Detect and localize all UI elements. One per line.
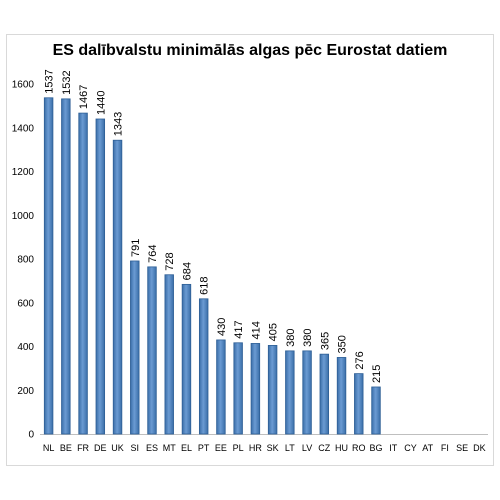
y-tick-label: 1600 [12,80,35,91]
bars [43,97,381,435]
category-label: SE [456,443,468,453]
category-label: RO [352,443,366,453]
chart-frame [6,34,494,466]
category-label: LV [302,443,312,453]
category-label: DK [473,443,486,453]
data-label: 791 [130,239,142,257]
category-label: EE [215,443,227,453]
y-tick-label: 0 [28,430,34,441]
category-label: LT [285,443,295,453]
data-label: 414 [250,321,262,339]
bar [354,373,364,435]
category-label: HR [249,443,262,453]
category-label: SK [267,443,279,453]
data-label: 350 [337,335,349,353]
y-tick-label: 200 [17,386,34,397]
data-label: 276 [354,351,366,369]
bar [371,386,381,435]
category-label: MT [163,443,176,453]
category-label: FR [77,443,89,453]
y-tick-label: 1000 [12,211,35,222]
data-label: 405 [268,323,280,341]
data-label: 1467 [78,85,90,109]
data-label: 1343 [113,112,125,136]
bar [78,112,88,435]
bar [216,339,226,435]
bar [267,345,278,435]
bar [336,357,347,435]
y-tick-label: 1400 [12,123,35,134]
category-label: BE [60,443,72,453]
chart-title: ES dalībvalstu minimālās algas pēc Euros… [52,42,448,59]
y-axis-ticks: 0 200 400 600 800 1000 1200 1400 1600 [12,80,35,441]
data-label: 430 [216,318,228,336]
bar [147,266,157,435]
y-tick-label: 800 [17,255,34,266]
data-label: 618 [199,276,211,294]
data-label: 1537 [44,69,56,93]
data-labels: 1537 1532 1467 1440 1343 791 764 728 684 618 430 41… [44,69,383,383]
data-label: 215 [371,365,383,383]
data-label: 684 [181,262,193,280]
category-label: ES [146,443,158,453]
category-label: CY [404,443,417,453]
category-label: PL [233,443,244,453]
category-label: EL [181,443,192,453]
bar [130,260,140,435]
category-label: FI [441,443,449,453]
bar [302,350,312,435]
data-label: 764 [147,245,159,263]
bar [198,298,209,435]
bar [319,353,330,435]
category-label: HU [335,443,348,453]
data-label: 365 [319,332,331,350]
y-tick-label: 1200 [12,167,35,178]
bar [285,350,295,435]
bar [95,118,106,435]
category-label: CZ [318,443,330,453]
data-label: 728 [164,252,176,270]
category-label: DE [94,443,107,453]
data-label: 1440 [95,91,107,115]
bar [233,342,243,435]
data-label: 1532 [61,70,73,94]
category-label: PT [198,443,210,453]
category-label: NL [43,443,55,453]
data-label: 380 [302,329,314,347]
bar [61,98,71,435]
category-labels: NL BE FR DE UK SI ES MT EL PT EE PL HR SK LT LV CZ HU RO BG… [43,443,486,453]
bar [43,97,54,435]
category-label: AT [422,443,433,453]
category-label: SI [131,443,140,453]
category-label: UK [111,443,124,453]
category-label: IT [389,443,398,453]
y-tick-label: 600 [17,298,34,309]
bar [164,274,174,435]
bar [112,139,123,435]
data-label: 417 [233,320,245,338]
category-label: BG [369,443,382,453]
bar [181,283,192,435]
data-label: 380 [285,329,297,347]
bar [250,343,261,435]
y-tick-label: 400 [17,342,34,353]
